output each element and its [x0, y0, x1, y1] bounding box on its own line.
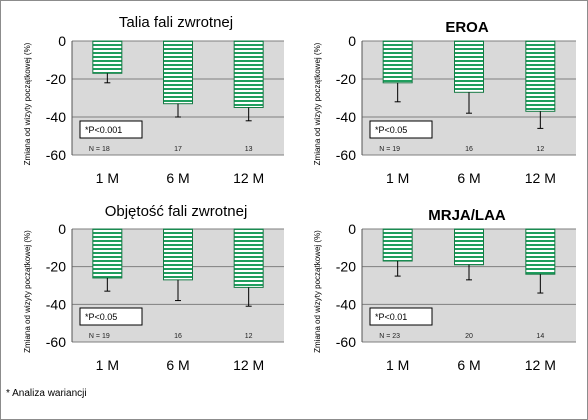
- y-tick-label: -60: [336, 147, 356, 163]
- y-tick-label: -20: [46, 259, 66, 275]
- bar: [525, 228, 556, 275]
- y-tick-label: 0: [348, 33, 356, 49]
- x-tick-label: 12 M: [233, 170, 264, 186]
- y-tick-label: 0: [348, 221, 356, 237]
- y-tick-label: -60: [336, 334, 356, 350]
- p-value-box: [369, 120, 433, 139]
- y-tick-label: -60: [46, 147, 66, 163]
- bar: [163, 228, 193, 281]
- x-tick-label: 12 M: [233, 357, 264, 373]
- bar: [454, 40, 484, 93]
- y-tick-label: -20: [336, 71, 356, 87]
- chart-title: Objętość fali zwrotnej: [105, 203, 248, 220]
- y-tick-label: -20: [336, 259, 356, 275]
- y-axis-label: Zmiana od wizyty początkowej (%): [313, 230, 322, 353]
- n-label: 20: [465, 333, 473, 340]
- y-axis-label: Zmiana od wizyty początkowej (%): [23, 42, 32, 165]
- y-tick-label: -40: [46, 109, 66, 125]
- chart-title: MRJA/LAA: [428, 207, 506, 224]
- x-tick-label: 12 M: [525, 170, 556, 186]
- n-label: 16: [174, 333, 182, 340]
- x-tick-label: 12 M: [525, 357, 556, 373]
- bar: [233, 228, 264, 288]
- n-label: N = 19: [89, 333, 110, 340]
- p-value-label: *P<0.001: [85, 125, 122, 135]
- n-label: 14: [536, 333, 544, 340]
- x-tick-label: 6 M: [457, 170, 480, 186]
- bar: [382, 40, 413, 84]
- n-label: 12: [245, 333, 253, 340]
- x-tick-label: 6 M: [457, 357, 480, 373]
- y-tick-label: -60: [46, 334, 66, 350]
- chart-title: EROA: [445, 19, 489, 36]
- x-tick-label: 6 M: [166, 170, 189, 186]
- y-axis-label: Zmiana od wizyty początkowej (%): [23, 230, 32, 353]
- bar: [382, 228, 413, 262]
- bar: [525, 40, 556, 112]
- chart-panel-4: 0 -20 -40 -60 N = 23 1 M 20 6 M 14 12 M *P<0.01 MRJ…: [313, 207, 576, 373]
- y-tick-label: 0: [58, 221, 66, 237]
- bar: [454, 228, 484, 266]
- n-label: 16: [465, 146, 473, 153]
- bar: [163, 40, 193, 105]
- y-tick-label: 0: [58, 33, 66, 49]
- n-label: 17: [174, 146, 182, 153]
- chart-panel-2: 0 -20 -40 -60 N = 19 1 M 16 6 M 12 12 M *P<0.05 ERO…: [313, 19, 576, 186]
- p-value-label: *P<0.05: [85, 312, 117, 322]
- chart-title: Talia fali zwrotnej: [119, 14, 233, 31]
- p-value-box: [79, 120, 143, 139]
- y-tick-label: -40: [336, 296, 356, 312]
- p-value-label: *P<0.05: [375, 125, 407, 135]
- x-tick-label: 1 M: [386, 357, 409, 373]
- n-label: N = 19: [379, 146, 400, 153]
- x-tick-label: 1 M: [96, 357, 119, 373]
- y-tick-label: -40: [46, 296, 66, 312]
- n-label: N = 23: [379, 333, 400, 340]
- x-tick-label: 6 M: [166, 357, 189, 373]
- y-tick-label: -20: [46, 71, 66, 87]
- n-label: N = 18: [89, 146, 110, 153]
- y-tick-label: -40: [336, 109, 356, 125]
- x-tick-label: 1 M: [96, 170, 119, 186]
- p-value-label: *P<0.01: [375, 312, 407, 322]
- p-value-box: [79, 307, 143, 326]
- chart-panel-3: 0 -20 -40 -60 N = 19 1 M 16 6 M 12 12 M *P<0.05 Obj…: [23, 203, 284, 373]
- bar: [92, 228, 123, 279]
- bar: [92, 40, 123, 74]
- chart-panel-1: 0 -20 -40 -60 N = 18 1 M 17 6 M 13 12 M *P<0.001 Ta…: [23, 14, 284, 186]
- bar: [233, 40, 264, 108]
- y-axis-label: Zmiana od wizyty początkowej (%): [313, 42, 322, 165]
- n-label: 13: [245, 146, 253, 153]
- footnote: * Analiza wariancji: [6, 388, 87, 399]
- n-label: 12: [536, 146, 544, 153]
- p-value-box: [369, 307, 433, 326]
- x-tick-label: 1 M: [386, 170, 409, 186]
